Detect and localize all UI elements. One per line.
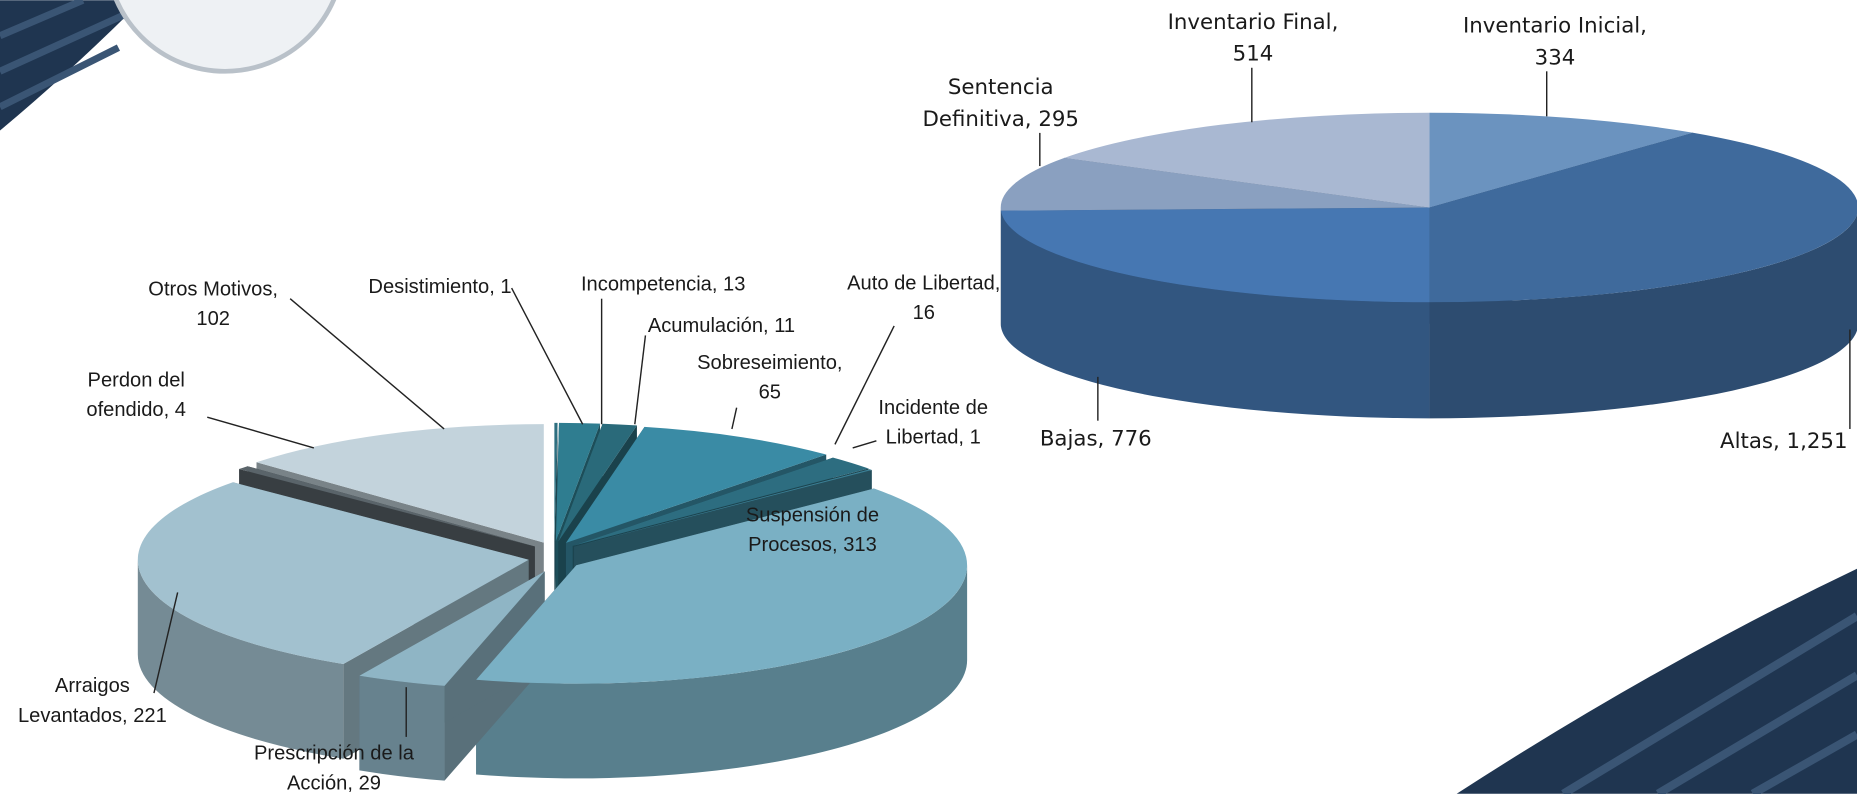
label-name: Libertad,	[886, 427, 970, 449]
leader-line	[153, 592, 179, 694]
slice	[572, 457, 869, 546]
data-label: Inventario Final, 514	[1168, 10, 1339, 67]
label-name: Definitiva,	[923, 107, 1039, 132]
leader-line	[731, 407, 738, 430]
data-label: Acumulación, 11	[648, 315, 795, 337]
label-name: Levantados,	[18, 705, 133, 727]
label-value: 29	[359, 773, 381, 794]
label-name: Acumulación,	[648, 315, 774, 337]
data-label: Sentencia Definitiva, 295	[923, 75, 1079, 132]
data-label: Sobreseimiento, 65	[697, 352, 842, 404]
slice	[554, 422, 558, 542]
slice	[565, 426, 827, 543]
label-name: Inventario Inicial,	[1463, 13, 1647, 38]
label-value: 4	[175, 400, 186, 422]
label-name: Arraigos	[55, 675, 130, 697]
data-label: Otros Motivos, 102	[148, 279, 278, 331]
label-value: 334	[1535, 45, 1576, 70]
leader-line	[510, 287, 584, 425]
label-name: ofendido,	[86, 400, 174, 422]
slice-side	[476, 565, 968, 779]
label-name: Inventario Final,	[1168, 10, 1339, 35]
leader-line	[852, 440, 877, 449]
data-label: Inventario Inicial, 334	[1463, 13, 1647, 70]
data-label: Auto de Libertad, 16	[847, 273, 1000, 325]
label-value: 16	[913, 302, 935, 324]
data-label: Desistimiento, 1	[368, 276, 511, 298]
label-name: Prescripción de la	[254, 743, 415, 765]
data-label: Incompetencia, 13	[581, 274, 745, 296]
pie-chart: Inventario Inicial, 334 Altas, 1,251 Bajas,…	[923, 10, 1857, 454]
label-value: 313	[843, 535, 877, 557]
label-name: Incompetencia,	[581, 274, 723, 296]
label-name: Suspensión de	[746, 505, 879, 527]
slice	[1000, 157, 1430, 211]
corner-band	[1456, 568, 1857, 794]
label-value: 514	[1233, 42, 1274, 67]
label-name: Otros Motivos,	[148, 279, 278, 301]
leader-line	[289, 298, 445, 430]
data-label: Prescripción de la Acción, 29	[254, 743, 415, 794]
label-name: Altas,	[1720, 429, 1787, 454]
data-label: Arraigos Levantados, 221	[18, 675, 167, 727]
data-label: Bajas, 776	[1040, 427, 1152, 452]
leader-line	[207, 416, 315, 449]
label-value: 1	[970, 427, 981, 449]
label-value: 65	[759, 382, 781, 404]
slice	[574, 469, 872, 547]
label-value: 11	[774, 315, 795, 337]
label-value: 295	[1038, 107, 1079, 132]
label-value: 1,251	[1787, 429, 1848, 454]
logo-seal	[113, 0, 337, 74]
slice	[1000, 207, 1430, 303]
label-name: Perdon del	[88, 370, 185, 392]
slice	[256, 424, 544, 543]
label-name: Sentencia	[948, 75, 1054, 100]
label-value: 1	[500, 276, 511, 298]
label-name: Auto de Libertad,	[847, 273, 1000, 295]
corner-stripes	[1561, 612, 1857, 794]
slice	[476, 488, 968, 684]
label-value: 776	[1111, 427, 1152, 452]
slice	[1064, 112, 1430, 208]
slice	[239, 466, 535, 547]
slice	[558, 423, 637, 542]
label-name: Desistimiento,	[368, 276, 500, 298]
slice	[359, 571, 545, 686]
slice	[1429, 112, 1693, 208]
label-name: Incidente de	[878, 397, 988, 419]
slice	[137, 482, 529, 664]
label-name: Bajas,	[1040, 427, 1111, 452]
pie-chart: Desistimiento, 1 Incompetencia, 13 Acumula…	[18, 273, 1000, 794]
label-name: Procesos,	[748, 535, 843, 557]
label-name: Sobreseimiento,	[697, 352, 842, 374]
label-value: 221	[133, 705, 167, 727]
corner-band	[0, 0, 143, 131]
slice-side	[137, 559, 344, 759]
data-label: Altas, 1,251	[1720, 429, 1848, 454]
slice	[555, 422, 601, 542]
leader-line	[834, 325, 895, 445]
corner-stripes	[0, 0, 132, 111]
slice-side	[359, 675, 445, 781]
slice-side	[1000, 210, 1430, 419]
data-label: Perdon del ofendido, 4	[86, 370, 186, 422]
label-value: 102	[196, 308, 230, 330]
label-name: Acción,	[287, 773, 359, 794]
slice-wall	[554, 422, 558, 636]
data-label: Suspensión de Procesos, 313	[746, 505, 879, 557]
label-value: 13	[723, 274, 745, 296]
slice	[1429, 132, 1857, 303]
data-label: Incidente de Libertad, 1	[878, 397, 988, 449]
slice-side	[1429, 214, 1857, 419]
leader-line	[634, 335, 647, 425]
